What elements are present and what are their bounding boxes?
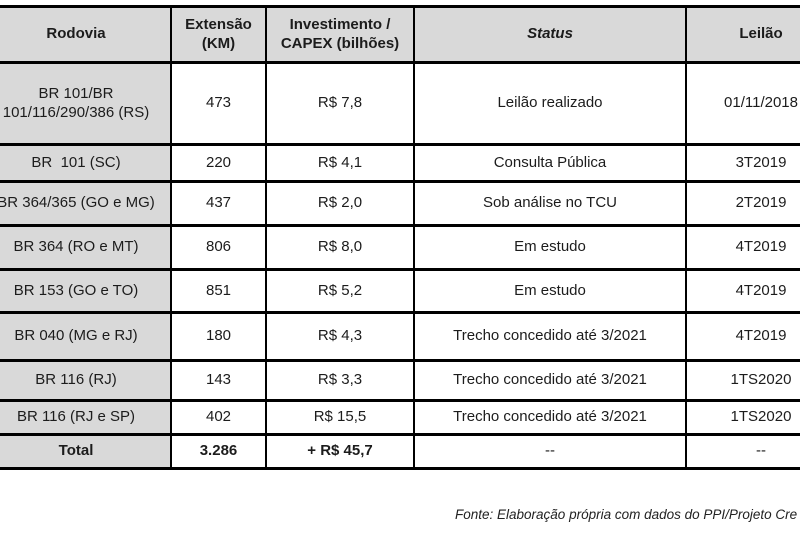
- cell-total-label: Total: [0, 433, 172, 470]
- cell-status: Sob análise no TCU: [413, 180, 687, 227]
- col-header-rodovia: Rodovia: [0, 5, 172, 64]
- header-row: Rodovia Extensão (KM) Investimento / CAP…: [0, 5, 800, 64]
- cell-extensao: 851: [170, 268, 267, 314]
- cell-extensao: 220: [170, 143, 267, 183]
- table-row: BR 101 (SC) 220 R$ 4,1 Consulta Pública …: [0, 143, 800, 183]
- cell-leilao: 4T2019: [685, 224, 800, 271]
- cell-total-capex: + R$ 45,7: [265, 433, 415, 470]
- cell-extensao: 402: [170, 399, 267, 436]
- cell-status: Trecho concedido até 3/2021: [413, 311, 687, 362]
- table-row: BR 364 (RO e MT) 806 R$ 8,0 Em estudo 4T…: [0, 224, 800, 271]
- cell-leilao: 1TS2020: [685, 399, 800, 436]
- cell-total-extensao: 3.286: [170, 433, 267, 470]
- cell-leilao: 1TS2020: [685, 359, 800, 402]
- col-header-status: Status: [413, 5, 687, 64]
- cell-capex: R$ 3,3: [265, 359, 415, 402]
- cell-status: Consulta Pública: [413, 143, 687, 183]
- cell-leilao: 2T2019: [685, 180, 800, 227]
- cell-status: Trecho concedido até 3/2021: [413, 399, 687, 436]
- cell-capex: R$ 4,3: [265, 311, 415, 362]
- cell-extensao: 806: [170, 224, 267, 271]
- cell-rodovia: BR 364 (RO e MT): [0, 224, 172, 271]
- cell-rodovia: BR 116 (RJ e SP): [0, 399, 172, 436]
- cell-extensao: 473: [170, 61, 267, 146]
- cell-status: Em estudo: [413, 268, 687, 314]
- cell-rodovia: BR 040 (MG e RJ): [0, 311, 172, 362]
- cell-extensao: 437: [170, 180, 267, 227]
- highway-concessions-table: Rodovia Extensão (KM) Investimento / CAP…: [0, 5, 800, 470]
- cell-capex: R$ 2,0: [265, 180, 415, 227]
- cell-capex: R$ 5,2: [265, 268, 415, 314]
- col-header-extensao: Extensão (KM): [170, 5, 267, 64]
- cell-leilao: 4T2019: [685, 268, 800, 314]
- cell-total-status: --: [413, 433, 687, 470]
- cell-rodovia: BR 101/BR 101/116/290/386 (RS): [0, 61, 172, 146]
- table-row: BR 153 (GO e TO) 851 R$ 5,2 Em estudo 4T…: [0, 268, 800, 314]
- cell-leilao: 3T2019: [685, 143, 800, 183]
- cell-leilao: 01/11/2018: [685, 61, 800, 146]
- col-header-leilao: Leilão: [685, 5, 800, 64]
- cell-rodovia: BR 116 (RJ): [0, 359, 172, 402]
- table-row: BR 040 (MG e RJ) 180 R$ 4,3 Trecho conce…: [0, 311, 800, 362]
- table-row: BR 101/BR 101/116/290/386 (RS) 473 R$ 7,…: [0, 61, 800, 146]
- total-row: Total 3.286 + R$ 45,7 -- --: [0, 433, 800, 470]
- cell-status: Leilão realizado: [413, 61, 687, 146]
- cell-rodovia: BR 153 (GO e TO): [0, 268, 172, 314]
- cell-extensao: 143: [170, 359, 267, 402]
- cell-rodovia: BR 364/365 (GO e MG): [0, 180, 172, 227]
- cell-capex: R$ 8,0: [265, 224, 415, 271]
- table-row: BR 364/365 (GO e MG) 437 R$ 2,0 Sob anál…: [0, 180, 800, 227]
- source-caption: Fonte: Elaboração própria com dados do P…: [455, 507, 798, 522]
- cell-extensao: 180: [170, 311, 267, 362]
- cell-capex: R$ 7,8: [265, 61, 415, 146]
- cell-status: Em estudo: [413, 224, 687, 271]
- cell-rodovia: BR 101 (SC): [0, 143, 172, 183]
- cell-leilao: 4T2019: [685, 311, 800, 362]
- cell-total-leilao: --: [685, 433, 800, 470]
- cell-capex: R$ 15,5: [265, 399, 415, 436]
- table-row: BR 116 (RJ) 143 R$ 3,3 Trecho concedido …: [0, 359, 800, 402]
- col-header-capex: Investimento / CAPEX (bilhões): [265, 5, 415, 64]
- table-row: BR 116 (RJ e SP) 402 R$ 15,5 Trecho conc…: [0, 399, 800, 436]
- cell-status: Trecho concedido até 3/2021: [413, 359, 687, 402]
- cell-capex: R$ 4,1: [265, 143, 415, 183]
